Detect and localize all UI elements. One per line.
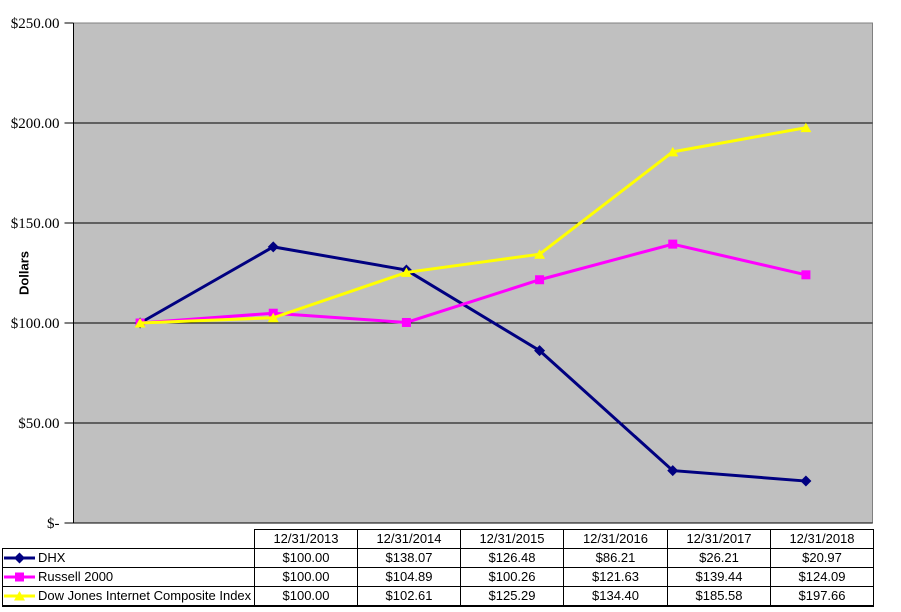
data-point-dow-jones-internet-composite-index xyxy=(400,267,412,277)
y-tick-label: $200.00 xyxy=(11,116,60,132)
value-cell: $197.66 xyxy=(770,585,874,607)
data-point-dow-jones-internet-composite-index xyxy=(534,249,546,259)
data-table: 12/31/2013 12/31/2014 12/31/2015 12/31/2016… xyxy=(2,529,874,607)
value-cell: $100.00 xyxy=(254,566,358,587)
value-cell: $125.29 xyxy=(460,585,564,607)
data-point-dow-jones-internet-composite-index xyxy=(667,146,679,157)
legend-marker xyxy=(14,552,25,563)
data-point-dhx xyxy=(534,345,546,357)
date-header-cell: 12/31/2013 xyxy=(254,529,358,549)
series-legend-cell: DHX xyxy=(2,547,255,568)
value-cell: $134.40 xyxy=(563,585,668,607)
value-cell: $20.97 xyxy=(770,547,874,568)
data-point-dhx xyxy=(667,465,679,477)
data-point-dow-jones-internet-composite-index xyxy=(800,122,812,133)
data-point-russell-2000 xyxy=(401,317,411,327)
value-cell: $126.48 xyxy=(460,547,564,568)
value-cell: $124.09 xyxy=(770,566,874,587)
series-label: Russell 2000 xyxy=(38,568,114,584)
y-tick-label: $250.00 xyxy=(11,16,60,32)
line-chart: $- $50.00 $100.00 $150.00 $200.00 $250.00 xyxy=(11,16,873,530)
date-header-cell: 12/31/2015 xyxy=(460,529,564,549)
y-tick-label: $150.00 xyxy=(11,216,60,232)
legend-marker xyxy=(15,572,24,581)
date-header-cell: 12/31/2018 xyxy=(770,529,874,549)
series-legend-cell: Russell 2000 xyxy=(2,566,255,587)
series-label: Dow Jones Internet Composite Index xyxy=(38,587,252,603)
value-cell: $121.63 xyxy=(563,566,668,587)
value-cell: $100.26 xyxy=(460,566,564,587)
value-cell: $102.61 xyxy=(357,585,461,607)
data-point-dow-jones-internet-composite-index xyxy=(267,312,279,323)
value-cell: $185.58 xyxy=(667,585,771,607)
table-row: Dow Jones Internet Composite Index $100.0… xyxy=(2,585,874,607)
series-legend-cell: Dow Jones Internet Composite Index xyxy=(2,585,255,607)
value-cell: $104.89 xyxy=(357,566,461,587)
date-header-cell: 12/31/2017 xyxy=(667,529,771,549)
value-cell: $100.00 xyxy=(254,547,358,568)
data-point-dhx xyxy=(267,241,279,253)
value-cell: $26.21 xyxy=(667,547,771,568)
table-row: Russell 2000 $100.00 $104.89 $100.26 $121.63… xyxy=(2,566,874,587)
value-cell: $100.00 xyxy=(254,585,358,607)
y-axis-title: Dollars xyxy=(16,250,32,296)
plot-area xyxy=(73,22,873,524)
series-label: DHX xyxy=(38,549,66,565)
value-cell: $139.44 xyxy=(667,566,771,587)
series-line-dow-jones-internet-composite-index xyxy=(140,126,807,325)
y-tick-label: $100.00 xyxy=(11,316,60,332)
data-point-russell-2000 xyxy=(668,239,678,249)
legend-marker xyxy=(14,590,25,600)
table-row: DHX $100.00 $138.07 $126.48 $86.21 $26.21 $20.… xyxy=(2,547,874,568)
value-cell: $86.21 xyxy=(563,547,668,568)
diamond-marker-icon xyxy=(4,552,35,563)
y-tick-label: $- xyxy=(47,516,60,530)
date-header-cell: 12/31/2014 xyxy=(357,529,461,549)
series-line-dhx xyxy=(139,245,807,483)
date-header-cell: 12/31/2016 xyxy=(563,529,668,549)
value-cell: $138.07 xyxy=(357,547,461,568)
data-point-russell-2000 xyxy=(801,270,811,280)
series-line-russell-2000 xyxy=(139,242,807,325)
table-header-row: 12/31/2013 12/31/2014 12/31/2015 12/31/2016… xyxy=(2,529,874,549)
data-point-dhx xyxy=(800,475,812,487)
square-marker-icon xyxy=(4,572,35,581)
data-point-dow-jones-internet-composite-index xyxy=(134,318,146,328)
triangle-marker-icon xyxy=(4,590,35,600)
y-tick-label: $50.00 xyxy=(18,416,59,432)
table-corner-cell xyxy=(2,529,255,548)
data-point-russell-2000 xyxy=(535,275,545,285)
